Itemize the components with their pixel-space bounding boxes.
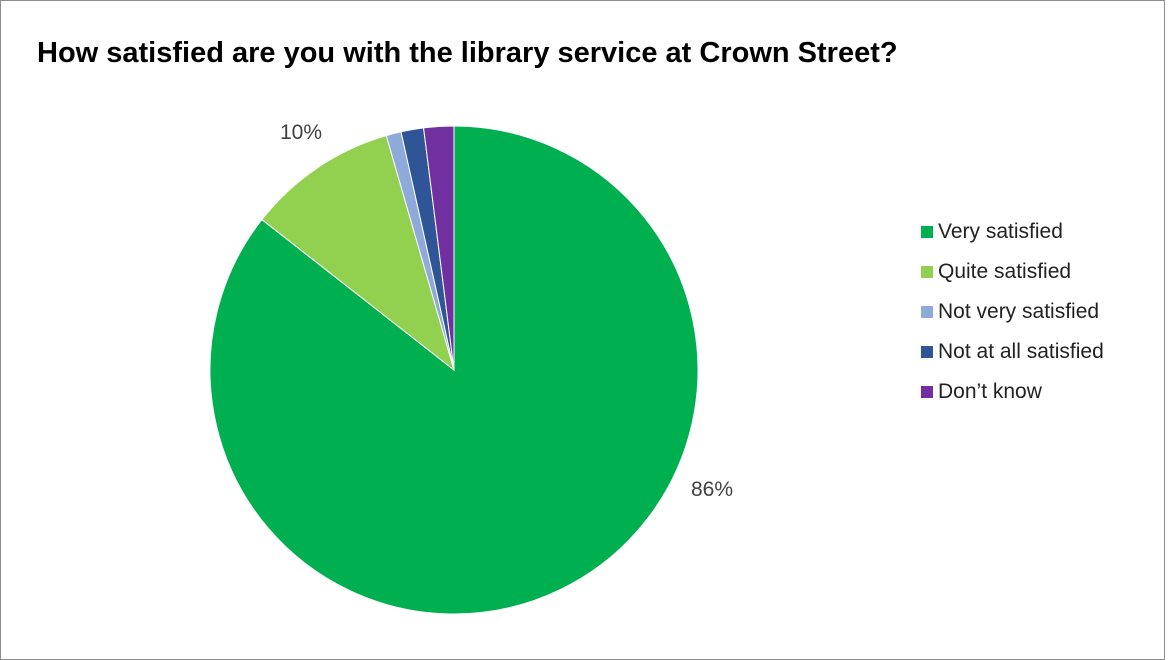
- legend-swatch: [921, 226, 933, 238]
- legend-item: Not very satisfied: [921, 292, 1104, 332]
- chart-title: How satisfied are you with the library s…: [37, 37, 898, 69]
- pie-slice-don-t-know: [423, 125, 455, 371]
- legend-item: Don’t know: [921, 372, 1104, 412]
- legend-label: Quite satisfied: [938, 260, 1072, 283]
- legend-swatch: [921, 346, 933, 358]
- legend-label: Very satisfied: [938, 220, 1063, 243]
- legend-item: Not at all satisfied: [921, 332, 1104, 372]
- legend-item: Very satisfied: [921, 212, 1104, 252]
- pie-chart: 86% 10%: [209, 121, 733, 615]
- legend-label: Don’t know: [938, 380, 1042, 403]
- legend-swatch: [921, 266, 933, 278]
- pie-slice-quite-satisfied: [261, 134, 455, 372]
- legend: Very satisfied Quite satisfied Not very sa…: [921, 212, 1104, 412]
- legend-swatch: [921, 386, 933, 398]
- legend-label: Not very satisfied: [938, 300, 1100, 323]
- legend-label: Not at all satisfied: [938, 340, 1104, 363]
- data-label-very-satisfied: 86%: [691, 478, 733, 501]
- legend-swatch: [921, 306, 933, 318]
- data-label-quite-satisfied: 10%: [280, 121, 322, 144]
- legend-item: Quite satisfied: [921, 252, 1104, 292]
